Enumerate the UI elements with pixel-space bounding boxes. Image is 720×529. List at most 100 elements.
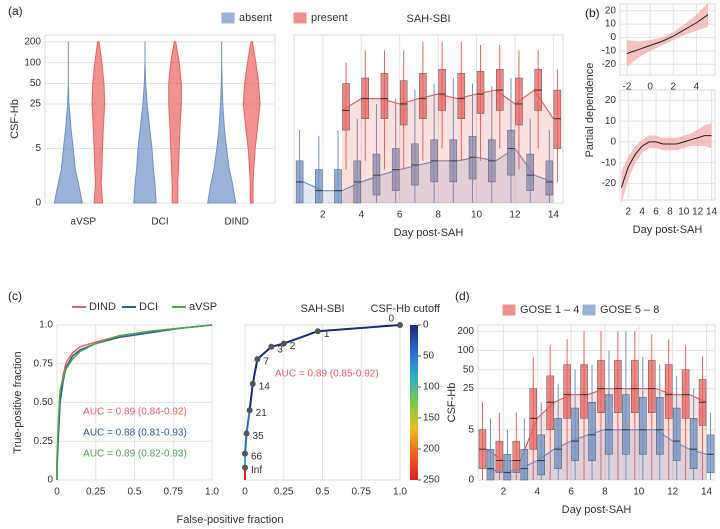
- colorbar-title: CSF-Hb cutoff: [371, 303, 441, 315]
- roc-segment: [317, 324, 401, 333]
- x-axis-label: Day post-SAH: [633, 224, 703, 236]
- y-tick-label: 0: [610, 137, 616, 148]
- cutoff-point: [280, 340, 287, 347]
- box: [372, 153, 381, 196]
- legend-label: GOSE 1 – 4: [520, 304, 579, 316]
- x-tick-label: 6: [568, 487, 574, 498]
- x-tick-label: 14: [706, 207, 718, 218]
- legend-swatch: [221, 12, 235, 24]
- y-tick-label: 50: [30, 78, 42, 89]
- x-tick-label: DCI: [151, 217, 168, 228]
- y-tick-label: 0: [468, 475, 474, 486]
- x-tick-label: 12: [692, 207, 704, 218]
- box: [419, 73, 427, 119]
- y-tick-label: 100: [457, 345, 474, 356]
- box: [546, 375, 554, 430]
- annotation: AUC = 0.89 (0.84-0.92): [83, 407, 187, 418]
- x-tick-label: 1.0: [393, 487, 407, 498]
- x-tick-label: 0.25: [274, 487, 294, 498]
- roc-segment: [256, 345, 273, 360]
- x-tick-label: 6: [653, 207, 659, 218]
- colorbar-tick-label: 150: [423, 413, 440, 424]
- y-tick-label: 10: [605, 116, 617, 127]
- box: [438, 69, 446, 111]
- box: [545, 160, 554, 196]
- legend-label: aVSP: [189, 301, 217, 313]
- x-tick-label: 8: [602, 487, 608, 498]
- box: [526, 153, 534, 191]
- box: [457, 73, 466, 119]
- x-tick-label: 0: [242, 487, 248, 498]
- box: [656, 397, 664, 455]
- box: [515, 77, 523, 126]
- box: [681, 369, 690, 419]
- legend-swatch: [502, 304, 516, 316]
- ribbon: [621, 123, 712, 205]
- cutoff-label: 66: [251, 451, 263, 462]
- legend-swatch: [582, 304, 596, 316]
- y-tick-label: -20: [602, 59, 617, 70]
- cutoff-label: 7: [263, 357, 269, 368]
- y-tick-label: 0: [47, 475, 53, 486]
- x-tick-label: DIND: [224, 217, 248, 228]
- x-tick-label: 8: [667, 207, 673, 218]
- x-tick-label: 8: [435, 210, 441, 221]
- legend-label: DIND: [89, 301, 116, 313]
- y-tick-label: 200: [457, 326, 474, 337]
- x-tick-label: 2: [501, 487, 507, 498]
- y-tick-label: 0: [610, 32, 616, 43]
- x-tick-label: 2: [671, 82, 677, 93]
- colorbar-tick-label: 250: [423, 475, 440, 486]
- cutoff-point: [242, 450, 248, 457]
- box: [563, 364, 571, 419]
- y-tick-label: -10: [602, 46, 617, 57]
- box: [476, 71, 485, 114]
- cutoff-label: 1: [324, 329, 330, 340]
- panel-label: (c): [8, 289, 22, 303]
- roc-segment: [244, 433, 248, 454]
- panel-label: (a): [8, 4, 23, 18]
- x-tick-label: 0: [54, 487, 60, 498]
- y-tick-label: 0.25: [34, 436, 54, 447]
- cutoff-label: Inf: [251, 465, 262, 476]
- y-axis-label: CSF-Hb: [446, 383, 458, 423]
- cutoff-point: [397, 322, 403, 328]
- box: [507, 129, 515, 176]
- legend-label: absent: [239, 12, 272, 24]
- y-tick-label: 5: [468, 424, 474, 435]
- box: [553, 89, 562, 149]
- cutoff-point: [246, 407, 253, 414]
- x-tick-label: 2: [626, 207, 632, 218]
- y-tick-label: 5: [35, 143, 41, 154]
- violin: [133, 41, 157, 204]
- box: [554, 418, 562, 469]
- box: [315, 169, 323, 204]
- box: [334, 169, 342, 204]
- y-axis-label: True-positive fraction: [12, 351, 24, 453]
- line: [620, 135, 712, 188]
- box: [520, 448, 529, 481]
- x-tick-label: 12: [667, 487, 679, 498]
- colorbar-tick-label: 100: [423, 382, 440, 393]
- x-tick-label: 10: [678, 207, 690, 218]
- y-tick-label: 100: [24, 57, 41, 68]
- colorbar: [410, 325, 418, 480]
- roc-segment: [283, 330, 319, 345]
- box: [631, 360, 639, 413]
- box: [399, 80, 408, 126]
- cutoff-point: [268, 343, 275, 350]
- violin: [168, 41, 182, 204]
- box: [529, 388, 537, 450]
- box: [689, 418, 698, 469]
- box: [706, 434, 715, 473]
- x-tick-label: 0.75: [164, 487, 184, 498]
- x-tick-label: 4: [639, 207, 645, 218]
- violin: [207, 41, 237, 204]
- x-tick-label: 0.5: [316, 487, 330, 498]
- x-tick-label: 4: [694, 82, 700, 93]
- x-tick-label: -2: [622, 82, 631, 93]
- colorbar-tick-label: 50: [423, 351, 435, 362]
- box: [597, 360, 605, 413]
- box: [503, 454, 512, 481]
- x-tick-label: 4: [534, 487, 540, 498]
